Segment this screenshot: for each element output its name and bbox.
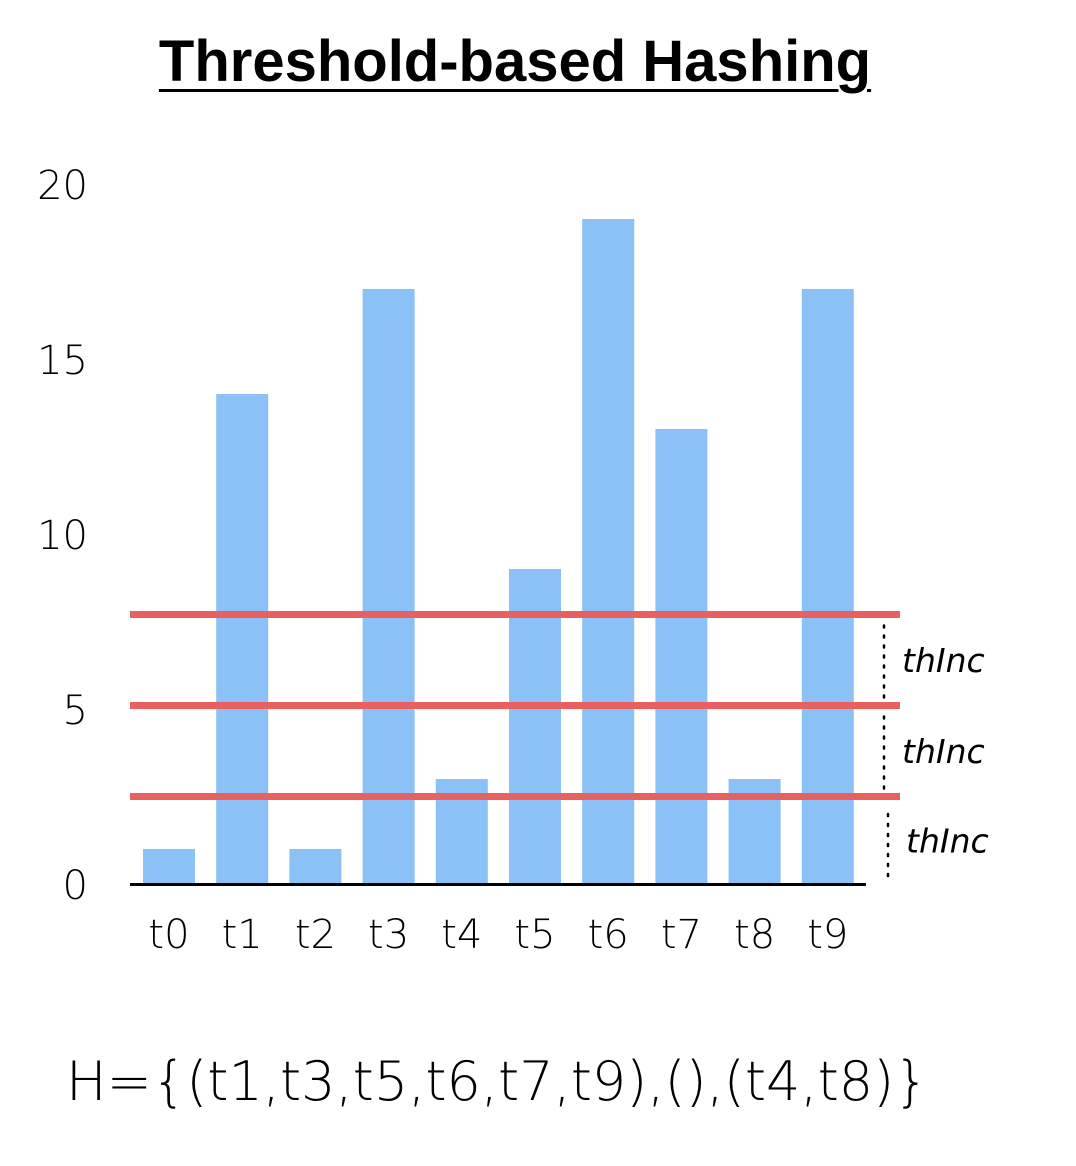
y-tick-label-20: 20 xyxy=(37,163,88,209)
bar-t9 xyxy=(801,289,854,884)
threshold-gap-label-2: thInc xyxy=(902,732,985,771)
y-tick-labels: 0 5 10 15 20 xyxy=(37,163,88,909)
x-tick-label-t2: t2 xyxy=(295,912,336,958)
y-tick-label-15: 15 xyxy=(37,338,88,384)
bar-t2 xyxy=(289,849,342,884)
x-tick-label-t7: t7 xyxy=(661,912,702,958)
x-tick-label-t9: t9 xyxy=(807,912,848,958)
x-tick-label-t3: t3 xyxy=(368,912,409,958)
bar-t0 xyxy=(143,849,195,884)
threshold-gap-layer: thInc thInc thInc xyxy=(882,623,989,878)
x-tick-label-t0: t0 xyxy=(148,912,189,958)
bar-t6 xyxy=(582,219,635,884)
threshold-gap-label-1: thInc xyxy=(906,821,989,860)
x-tick-label-t1: t1 xyxy=(222,912,263,958)
x-tick-label-t4: t4 xyxy=(441,912,482,958)
bar-t1 xyxy=(216,394,269,884)
threshold-gap-label-3: thInc xyxy=(902,641,985,680)
hash-formula: H={(t1,t3,t5,t6,t7,t9),(),(t4,t8)} xyxy=(66,1050,929,1113)
y-tick-label-5: 5 xyxy=(63,688,88,734)
chart-title: Threshold-based Hashing xyxy=(158,29,872,94)
y-tick-label-0: 0 xyxy=(63,863,88,909)
x-tick-label-t8: t8 xyxy=(734,912,775,958)
x-tick-label-t5: t5 xyxy=(514,912,555,958)
bar-t7 xyxy=(655,429,708,884)
bar-t3 xyxy=(362,289,415,884)
bars-layer xyxy=(143,219,854,884)
x-tick-labels: t0 t1 t2 t3 t4 t5 t6 t7 t8 t9 xyxy=(148,912,848,958)
thresholds-layer xyxy=(130,611,900,800)
x-tick-label-t6: t6 xyxy=(588,912,629,958)
y-tick-label-10: 10 xyxy=(37,513,88,559)
bar-t5 xyxy=(509,569,561,884)
